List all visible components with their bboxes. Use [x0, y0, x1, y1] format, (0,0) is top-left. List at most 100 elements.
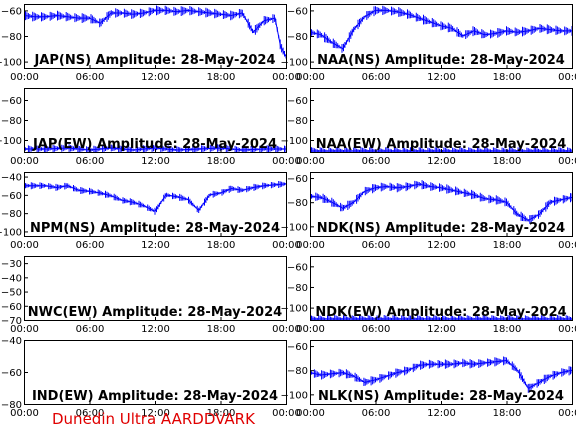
y-tick-label-5-1: −80 — [287, 198, 308, 209]
y-tick-label-8-1: −60 — [1, 368, 22, 379]
x-tick-label-5-3: 18:00 — [493, 240, 522, 251]
x-tick-label-1-1: 06:00 — [362, 72, 391, 83]
y-tick-label-1-0: −60 — [287, 6, 308, 17]
x-tick-label-4-1: 06:00 — [76, 240, 105, 251]
panel-title-6: NWC(EW) Amplitude: 28-May-2024 — [28, 305, 282, 320]
y-tick-label-8-2: −80 — [1, 400, 22, 411]
x-tick-label-1-0: 00:00 — [296, 72, 325, 83]
x-tick-label-7-4: 00:00 — [558, 324, 576, 335]
x-tick-label-9-0: 00:00 — [296, 408, 325, 419]
panel-4: 00:00 06:00 12:00 18:00 00:00 −40 −60 −80 −100 NP… — [0, 172, 301, 251]
y-tick-label-1-1: −80 — [287, 32, 308, 43]
y-tick-label-5-2: −100 — [281, 222, 308, 233]
x-tick-label-4-3: 18:00 — [207, 240, 236, 251]
x-tick-label-9-3: 18:00 — [493, 408, 522, 419]
x-tick-label-6-2: 12:00 — [141, 324, 170, 335]
panel-title-4: NPM(NS) Amplitude: 28-May-2024 — [30, 221, 280, 236]
x-tick-label-7-0: 00:00 — [296, 324, 325, 335]
y-tick-label-0-0: −60 — [1, 6, 22, 17]
y-tick-label-6-0: −30 — [1, 259, 22, 270]
y-tick-label-4-1: −60 — [1, 191, 22, 202]
x-tick-label-5-1: 06:00 — [362, 240, 391, 251]
y-tick-label-7-1: −80 — [287, 283, 308, 294]
y-tick-label-6-1: −40 — [1, 273, 22, 284]
y-tick-label-7-0: −60 — [287, 262, 308, 273]
y-tick-label-2-2: −100 — [0, 136, 22, 147]
y-tick-label-2-0: −60 — [1, 96, 22, 107]
y-tick-label-9-1: −80 — [287, 366, 308, 377]
y-tick-label-0-2: −100 — [0, 58, 22, 69]
x-tick-label-1-4: 00:00 — [558, 72, 576, 83]
y-tick-label-6-3: −60 — [1, 302, 22, 313]
x-tick-label-2-4: 00:00 — [272, 156, 301, 167]
trace-noise-4-0 — [24, 181, 286, 215]
panel-9: 00:00 06:00 12:00 18:00 00:00 −60 −80 −100 NLK(N… — [281, 340, 576, 419]
x-tick-label-0-3: 18:00 — [207, 72, 236, 83]
y-tick-label-1-2: −100 — [281, 58, 308, 69]
y-tick-label-6-2: −50 — [1, 288, 22, 299]
panel-title-9: NLK(NS) Amplitude: 28-May-2024 — [318, 389, 564, 404]
y-tick-label-9-0: −60 — [287, 342, 308, 353]
x-tick-label-5-4: 00:00 — [558, 240, 576, 251]
trace-noise-7-0 — [310, 315, 572, 320]
y-tick-label-9-2: −100 — [281, 390, 308, 401]
trace-noise-3-0 — [310, 147, 572, 152]
x-tick-label-4-4: 00:00 — [272, 240, 301, 251]
x-tick-label-7-1: 06:00 — [362, 324, 391, 335]
panel-title-2: JAP(EW) Amplitude: 28-May-2024 — [32, 137, 277, 152]
x-tick-label-8-0: 00:00 — [10, 408, 39, 419]
x-tick-label-8-3: 18:00 — [207, 408, 236, 419]
x-tick-label-0-4: 00:00 — [272, 72, 301, 83]
x-tick-label-3-3: 18:00 — [493, 156, 522, 167]
y-tick-label-7-2: −100 — [281, 304, 308, 315]
panel-6: 00:00 06:00 12:00 18:00 00:00 −30 −40 −50 −60 −70… — [1, 256, 301, 335]
x-tick-label-6-0: 00:00 — [10, 324, 39, 335]
trace-noise-5-0 — [310, 180, 572, 224]
x-tick-label-8-2: 12:00 — [141, 408, 170, 419]
panel-title-1: NAA(NS) Amplitude: 28-May-2024 — [317, 53, 565, 68]
x-tick-label-1-2: 12:00 — [427, 72, 456, 83]
x-tick-label-3-4: 00:00 — [558, 156, 576, 167]
panel-5: 00:00 06:00 12:00 18:00 00:00 −60 −80 −100 NDK(N… — [281, 172, 576, 251]
x-tick-label-2-3: 18:00 — [207, 156, 236, 167]
panel-title-5: NDK(NS) Amplitude: 28-May-2024 — [317, 221, 565, 236]
x-tick-label-7-3: 18:00 — [493, 324, 522, 335]
x-tick-label-0-1: 06:00 — [76, 72, 105, 83]
panel-0: 00:00 06:00 12:00 18:00 00:00 −60 −80 −100 JAP(N… — [0, 4, 301, 83]
y-tick-label-5-0: −60 — [287, 174, 308, 185]
panel-3: 00:00 06:00 12:00 18:00 00:00 −60 −80 −100 NAA(E… — [281, 88, 576, 167]
x-tick-label-8-1: 06:00 — [76, 408, 105, 419]
x-tick-label-6-1: 06:00 — [76, 324, 105, 335]
panel-2: 00:00 06:00 12:00 18:00 00:00 −60 −80 −100 JAP(E… — [0, 88, 301, 167]
x-tick-label-6-3: 18:00 — [207, 324, 236, 335]
panel-title-0: JAP(NS) Amplitude: 28-May-2024 — [33, 53, 275, 68]
y-tick-label-4-3: −100 — [0, 227, 22, 238]
y-tick-label-2-1: −80 — [1, 116, 22, 127]
panel-title-7: NDK(EW) Amplitude: 28-May-2024 — [315, 305, 566, 320]
y-tick-label-3-1: −80 — [287, 116, 308, 127]
panel-7: 00:00 06:00 12:00 18:00 00:00 −60 −80 −100 NDK(E… — [281, 256, 576, 335]
y-tick-label-4-0: −40 — [1, 173, 22, 184]
x-tick-label-4-0: 00:00 — [10, 240, 39, 251]
x-tick-label-3-2: 12:00 — [427, 156, 456, 167]
x-tick-label-9-1: 06:00 — [362, 408, 391, 419]
y-tick-label-8-0: −40 — [1, 336, 22, 347]
panel-title-3: NAA(EW) Amplitude: 28-May-2024 — [316, 137, 567, 152]
x-tick-label-9-2: 12:00 — [427, 408, 456, 419]
y-tick-label-4-2: −80 — [1, 209, 22, 220]
x-tick-label-2-1: 06:00 — [76, 156, 105, 167]
y-tick-label-3-0: −60 — [287, 96, 308, 107]
y-tick-label-0-1: −80 — [1, 32, 22, 43]
x-tick-label-2-2: 12:00 — [141, 156, 170, 167]
trace-noise-9-0 — [310, 356, 572, 393]
footer-label: Dunedin Ultra AARDDVARK — [52, 410, 255, 428]
y-tick-label-3-2: −100 — [281, 136, 308, 147]
panel-1: 00:00 06:00 12:00 18:00 00:00 −60 −80 −100 NAA(N… — [281, 4, 576, 83]
x-tick-label-7-2: 12:00 — [427, 324, 456, 335]
trace-noise-2-0 — [24, 144, 286, 152]
trace-noise-0-0 — [24, 5, 286, 59]
x-tick-label-3-1: 06:00 — [362, 156, 391, 167]
x-tick-label-0-2: 12:00 — [141, 72, 170, 83]
